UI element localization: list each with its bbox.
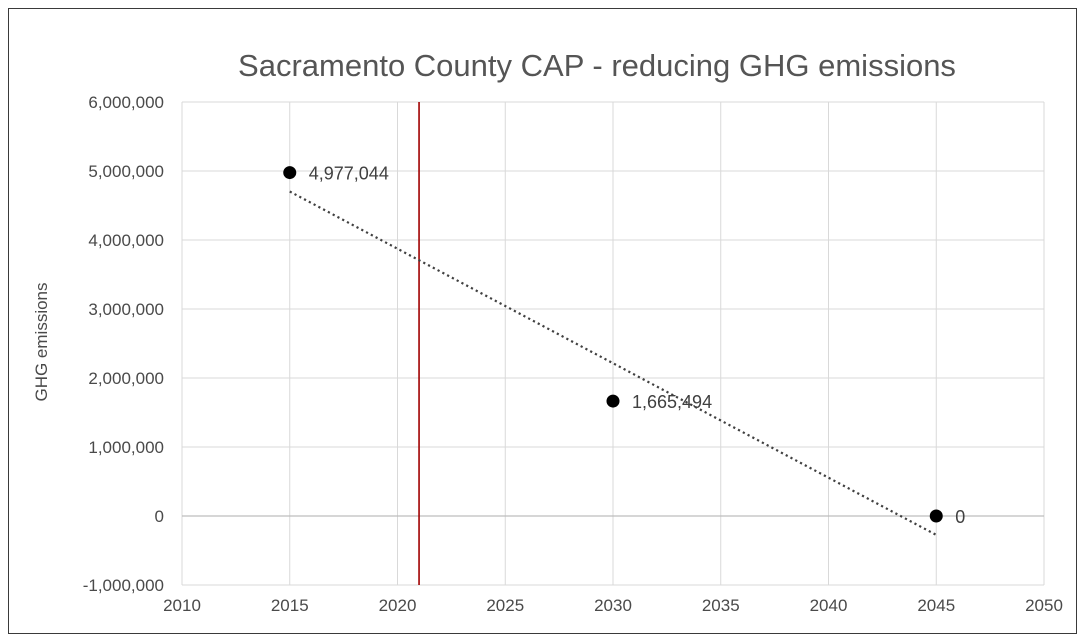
x-tick-label: 2025 [486,596,524,615]
y-tick-label: 3,000,000 [88,300,164,319]
data-points [283,166,943,523]
y-tick-label: 6,000,000 [88,93,164,112]
data-point [929,509,943,523]
data-point [606,394,620,408]
data-label: 4,977,044 [309,164,389,184]
y-tick-label: 4,000,000 [88,231,164,250]
y-tick-label: 1,000,000 [88,438,164,457]
data-labels: 4,977,044 1,665,494 0 [309,164,966,527]
y-tick-label: 0 [155,507,164,526]
data-label: 1,665,494 [632,392,712,412]
data-point [283,166,297,180]
x-tick-label: 2030 [594,596,632,615]
chart-title: Sacramento County CAP - reducing GHG emi… [238,48,956,83]
data-label: 0 [955,507,965,527]
y-axis-label: GHG emissions [32,282,51,401]
x-tick-label: 2010 [163,596,201,615]
x-tick-label: 2040 [810,596,848,615]
y-tick-label: 5,000,000 [88,162,164,181]
x-tick-label: 2020 [379,596,417,615]
x-tick-labels: 2010 2015 2020 2025 2030 2035 2040 2045 2050 [163,596,1063,615]
chart-frame [8,8,1077,634]
y-tick-label: -1,000,000 [83,576,164,595]
y-tick-label: 2,000,000 [88,369,164,388]
x-tick-label: 2015 [271,596,309,615]
y-tick-labels: -1,000,000 0 1,000,000 2,000,000 3,000,000 4,… [83,93,164,595]
x-tick-label: 2035 [702,596,740,615]
x-tick-label: 2045 [917,596,955,615]
x-tick-label: 2050 [1025,596,1063,615]
gridlines [181,101,1045,586]
